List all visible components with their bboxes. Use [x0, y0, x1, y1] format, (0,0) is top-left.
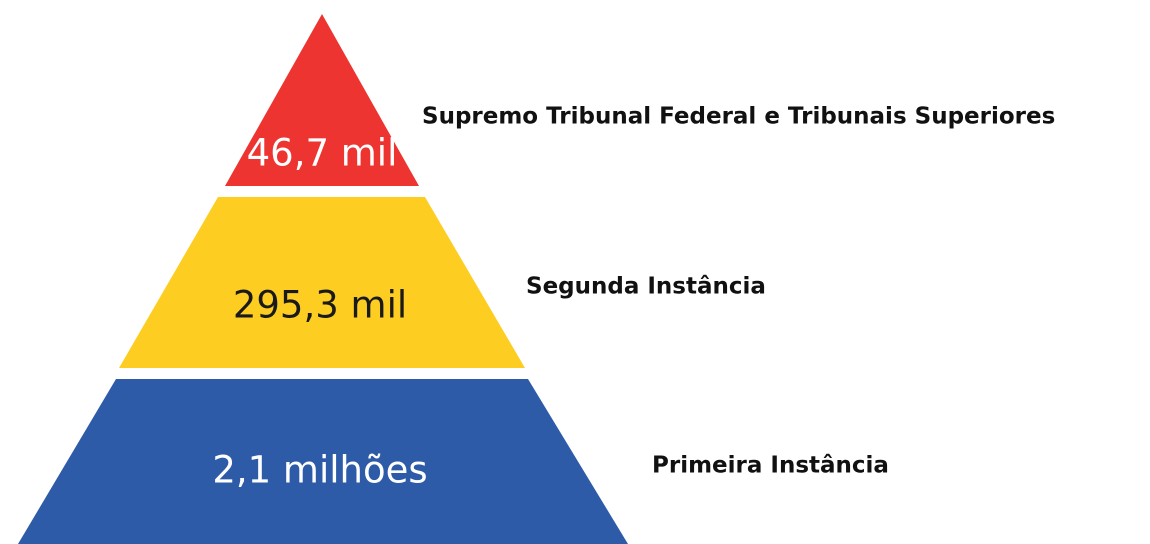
tier-top [225, 14, 419, 186]
tier-label: Supremo Tribunal Federal e Tribunais Sup… [422, 104, 1055, 130]
tier-label: Segunda Instância [526, 274, 766, 300]
tier-middle [119, 197, 525, 368]
tier-value: 2,1 milhões [212, 449, 427, 492]
tier-label: Primeira Instância [652, 453, 889, 479]
tier-value: 46,7 mil [247, 132, 398, 175]
tier-value: 295,3 mil [233, 284, 407, 327]
tier-bottom [18, 379, 628, 544]
